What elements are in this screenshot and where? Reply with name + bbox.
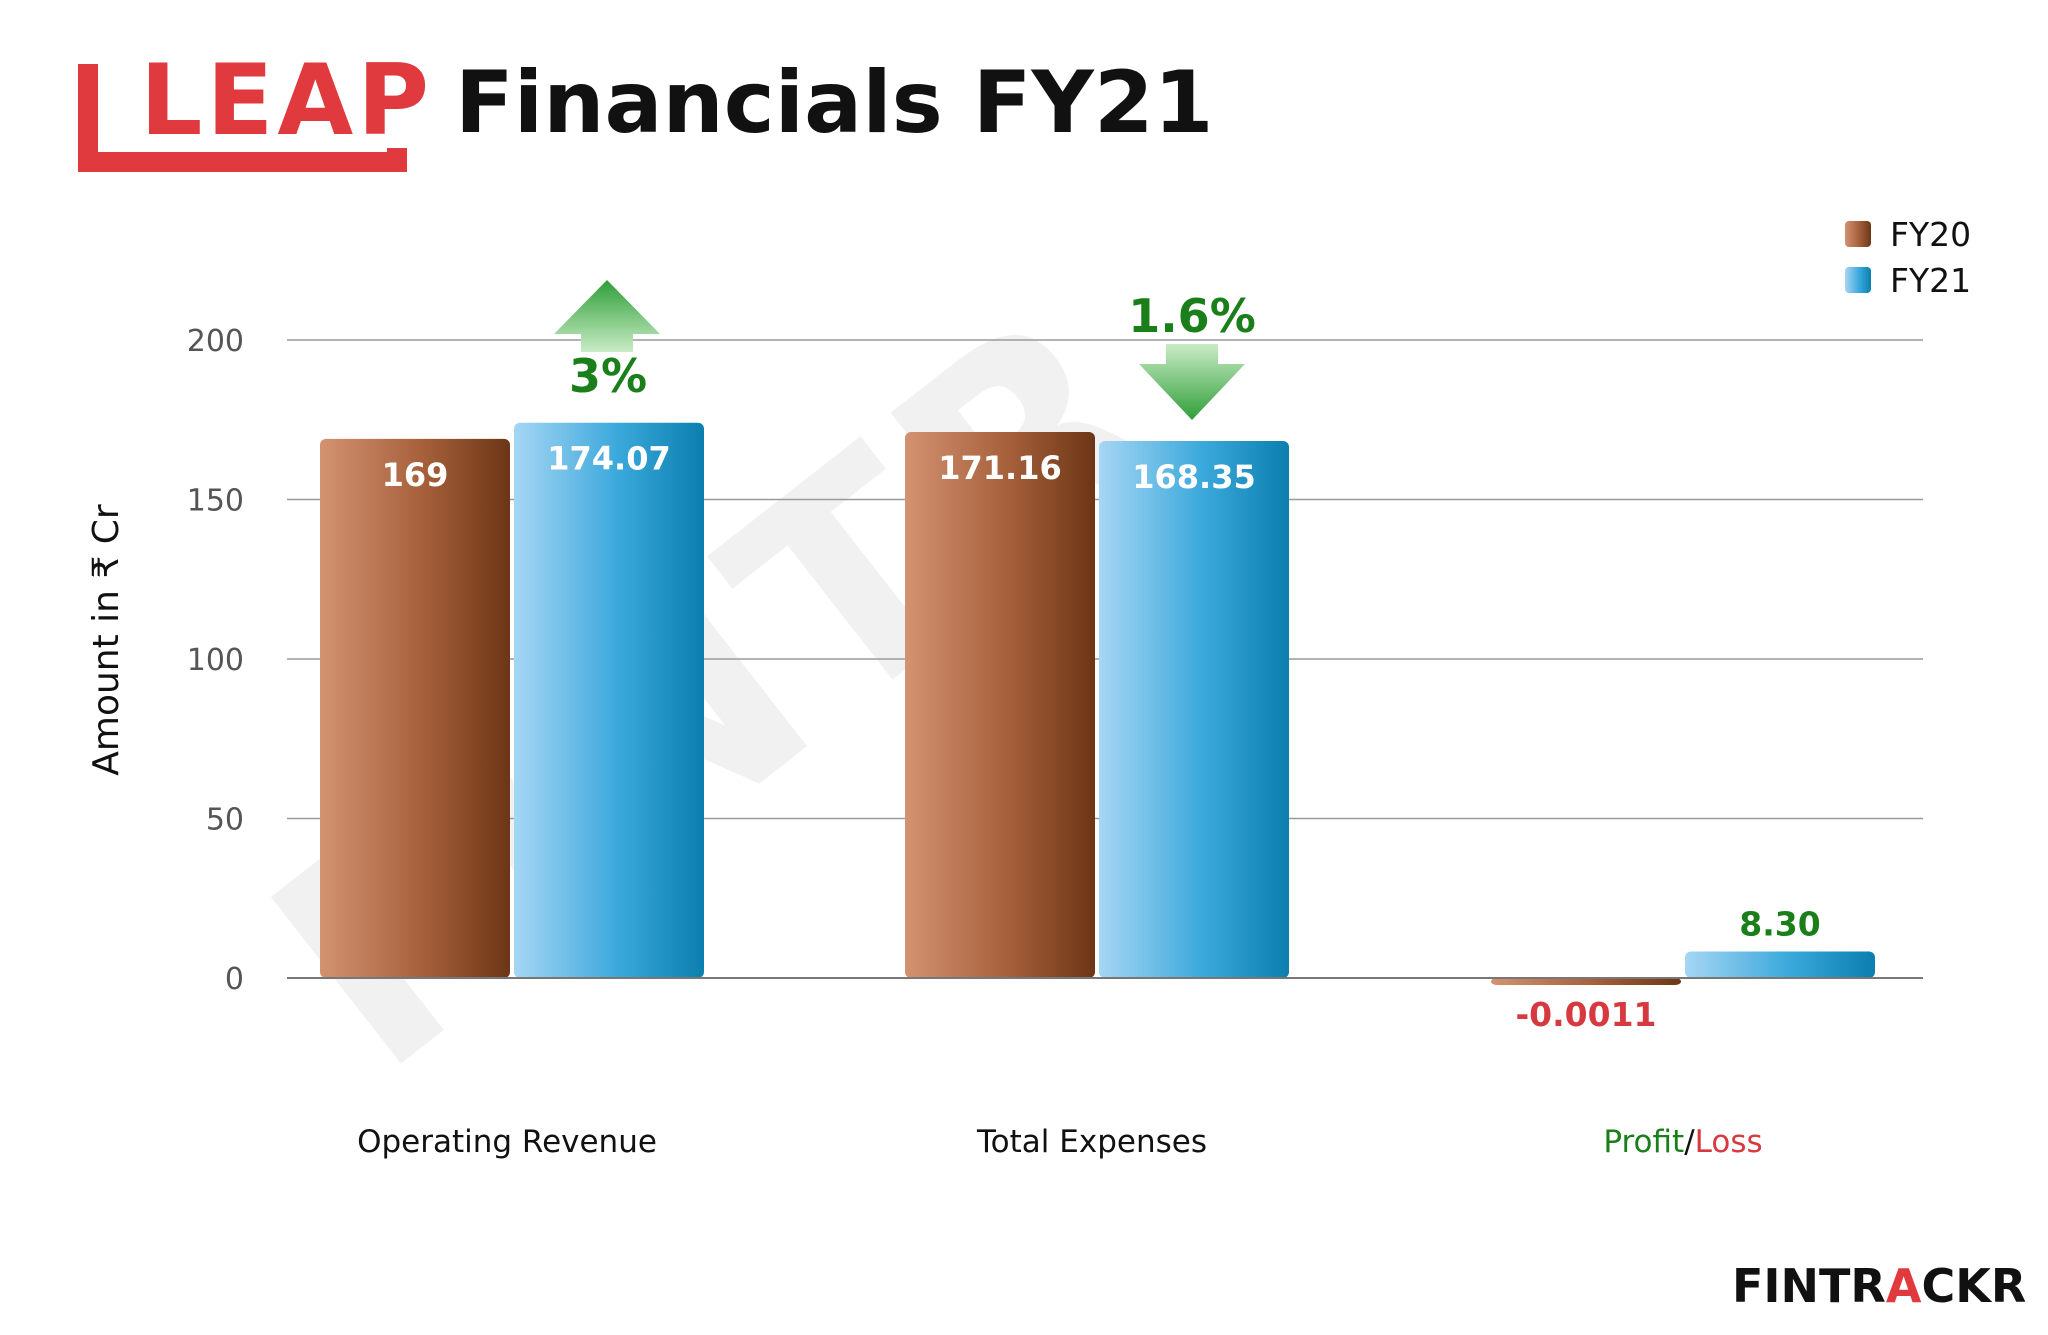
separator-label: / [1684, 1124, 1695, 1160]
y-axis-label: Amount in ₹ Cr [86, 504, 127, 776]
bar-label-fy21-total-expenses: 168.35 [1132, 458, 1255, 496]
legend-swatch-fy20 [1845, 221, 1871, 247]
y-tick-label: 200 [187, 324, 244, 359]
y-ticks: 0 50 100 150 200 [187, 324, 244, 997]
annotation-expense-decline: 1.6% [1128, 289, 1256, 420]
category-labels: Operating Revenue Total Expenses [357, 1124, 1207, 1160]
loss-label: Loss [1695, 1124, 1763, 1160]
bar-fy20-total-expenses [905, 431, 1095, 978]
bar-fy21-profit-loss [1685, 951, 1875, 978]
bars [320, 422, 1875, 985]
legend-label-fy21: FY21 [1890, 261, 1971, 300]
x-tick-label-profit-loss: Profit/Loss [1603, 1124, 1762, 1160]
legend-label-fy20: FY20 [1890, 215, 1971, 254]
y-tick-label: 100 [187, 643, 244, 678]
x-tick-label-total-expenses: Total Expenses [976, 1124, 1207, 1160]
leap-logo-text: LEAP [140, 44, 433, 158]
bar-fy20-operating-revenue [320, 438, 510, 978]
annotation-revenue-growth: 3% [554, 280, 660, 403]
bar-label-fy20-operating-revenue: 169 [382, 456, 449, 494]
bar-label-fy21-operating-revenue: 174.07 [547, 440, 670, 478]
annotation-text-down: 1.6% [1128, 289, 1256, 343]
legend: FY20 FY21 [1845, 215, 1971, 300]
up-arrow-icon [554, 280, 660, 352]
legend-item-fy20: FY20 [1845, 215, 1971, 254]
y-tick-label: 0 [225, 962, 244, 997]
leap-logo: LEAP [78, 44, 433, 172]
page-title: Financials FY21 [455, 53, 1214, 153]
annotation-text-up: 3% [569, 349, 647, 403]
bar-fy21-operating-revenue [514, 422, 704, 979]
bar-label-fy20-total-expenses: 171.16 [938, 449, 1061, 487]
bar-fy21-total-expenses [1099, 440, 1289, 978]
down-arrow-icon [1139, 344, 1245, 420]
y-tick-label: 50 [206, 803, 244, 838]
bar-fy20-profit-loss [1491, 978, 1681, 985]
fintrackr-logo: FINTRACKR [1732, 1259, 2026, 1313]
profit-label: Profit [1603, 1124, 1684, 1160]
bar-label-fy21-profit-loss: 8.30 [1739, 905, 1820, 944]
bar-label-fy20-profit-loss: -0.0011 [1515, 995, 1656, 1034]
legend-swatch-fy21 [1845, 267, 1871, 293]
x-tick-label-operating-revenue: Operating Revenue [357, 1124, 657, 1160]
legend-item-fy21: FY21 [1845, 261, 1971, 300]
y-tick-label: 150 [187, 484, 244, 519]
bar-labels: 169 174.07 171.16 168.35 -0.0011 8.30 [382, 440, 1821, 1034]
